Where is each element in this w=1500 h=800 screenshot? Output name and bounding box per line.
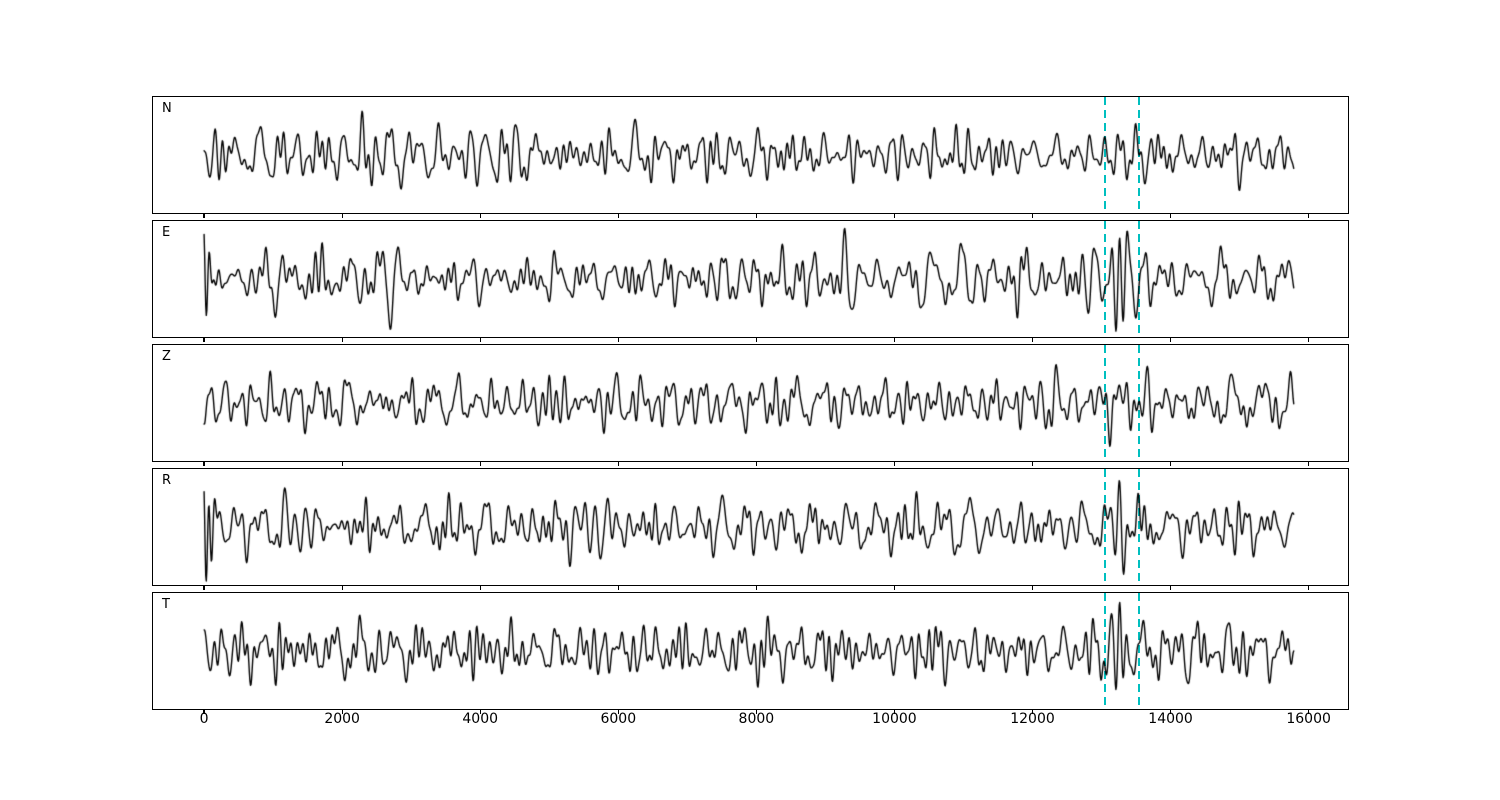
x-tick <box>203 710 205 714</box>
x-tick <box>893 338 896 342</box>
x-tick <box>755 338 757 342</box>
x-tick <box>341 462 343 466</box>
x-tick <box>479 710 481 714</box>
x-tick <box>617 710 619 714</box>
panel-label-n: N <box>162 101 172 116</box>
x-tick <box>1307 462 1310 466</box>
x-tick <box>1031 710 1034 714</box>
panel-t: T <box>152 592 1349 710</box>
x-tick-label: 14000 <box>1148 711 1193 727</box>
x-tick-label: 0 <box>199 711 209 727</box>
x-tick <box>893 586 896 590</box>
panel-label-r: R <box>162 473 172 488</box>
trace-canvas-e <box>153 221 1348 337</box>
x-tick <box>1307 586 1310 590</box>
x-tick <box>479 214 481 218</box>
x-tick <box>479 586 481 590</box>
x-tick <box>203 462 205 466</box>
x-tick <box>1031 214 1034 218</box>
x-tick-label: 16000 <box>1286 711 1331 727</box>
panel-label-e: E <box>162 225 171 240</box>
x-tick <box>1031 338 1034 342</box>
x-tick <box>1031 586 1034 590</box>
x-tick <box>341 338 343 342</box>
trace-canvas-r <box>153 469 1348 585</box>
x-tick-label: 12000 <box>1010 711 1055 727</box>
panel-e: E <box>152 220 1349 338</box>
x-tick-label: 8000 <box>738 711 775 727</box>
x-tick <box>1307 710 1310 714</box>
x-tick <box>893 462 896 466</box>
x-tick <box>893 214 896 218</box>
x-tick <box>617 338 619 342</box>
panel-label-z: Z <box>162 349 171 364</box>
x-tick <box>203 586 205 590</box>
x-tick <box>617 214 619 218</box>
x-tick <box>755 710 757 714</box>
x-tick <box>479 462 481 466</box>
x-tick <box>1307 214 1310 218</box>
x-tick <box>1169 338 1172 342</box>
x-tick <box>1169 214 1172 218</box>
trace-canvas-t <box>153 593 1348 709</box>
trace-canvas-n <box>153 97 1348 213</box>
x-tick <box>1169 462 1172 466</box>
x-tick <box>479 338 481 342</box>
panel-z: Z <box>152 344 1349 462</box>
x-tick <box>203 338 205 342</box>
x-tick <box>1031 462 1034 466</box>
x-tick-label: 2000 <box>324 711 360 727</box>
x-tick <box>755 214 757 218</box>
x-tick <box>617 586 619 590</box>
panel-n: N <box>152 96 1349 214</box>
x-tick <box>755 586 757 590</box>
x-tick <box>203 214 205 218</box>
x-tick <box>1169 710 1172 714</box>
x-tick-label: 10000 <box>872 711 917 727</box>
x-tick-label: 6000 <box>600 711 637 727</box>
panel-label-t: T <box>162 597 170 612</box>
panel-r: R <box>152 468 1349 586</box>
x-tick <box>617 462 619 466</box>
trace-canvas-z <box>153 345 1348 461</box>
x-tick <box>1169 586 1172 590</box>
x-tick <box>341 214 343 218</box>
x-tick <box>893 710 896 714</box>
x-tick <box>341 586 343 590</box>
x-tick-label: 4000 <box>462 711 499 727</box>
x-tick <box>1307 338 1310 342</box>
x-tick <box>341 710 343 714</box>
x-tick <box>755 462 757 466</box>
